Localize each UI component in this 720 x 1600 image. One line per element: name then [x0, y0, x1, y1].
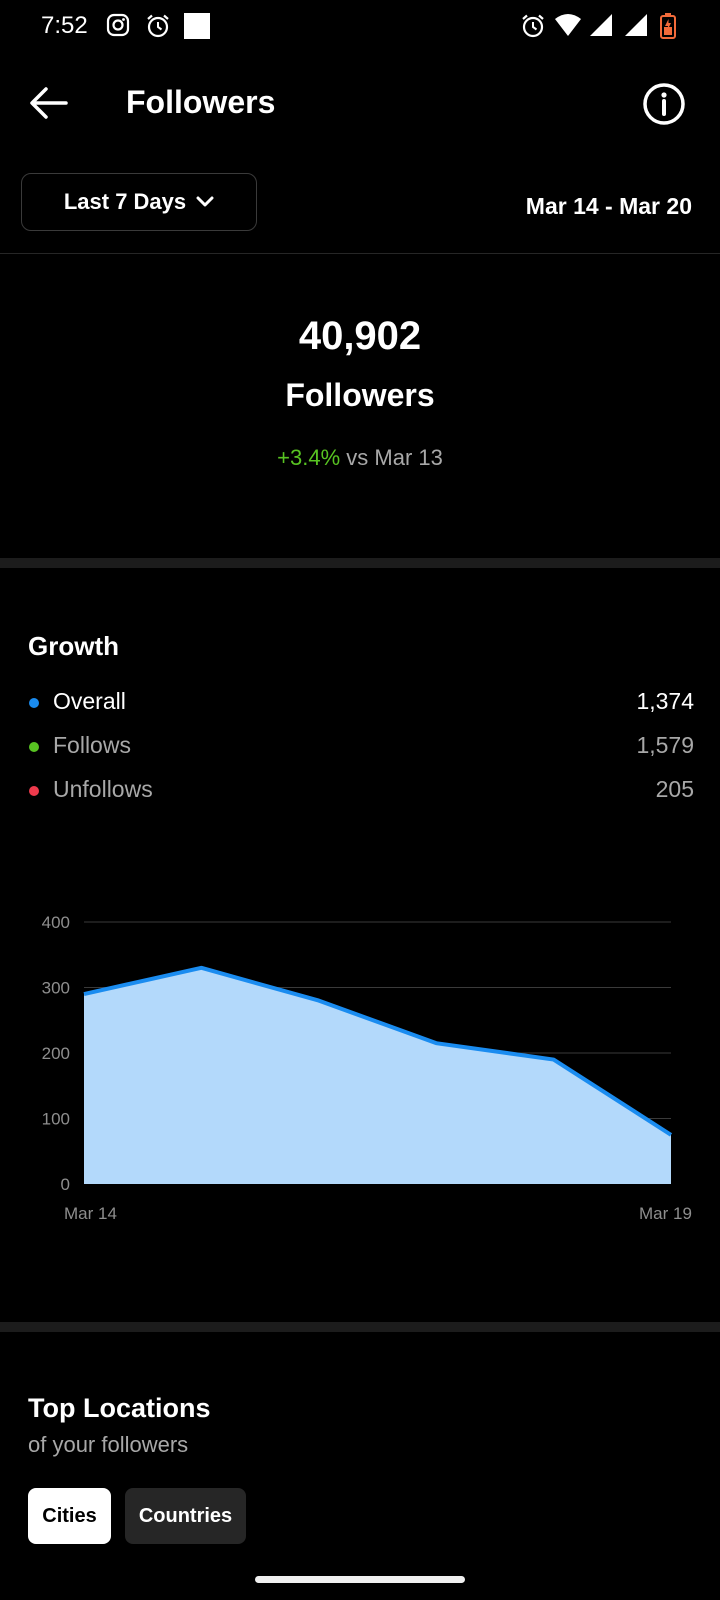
chart-area — [84, 967, 671, 1184]
legend-name: Overall — [53, 688, 126, 714]
y-tick-label: 200 — [42, 1044, 70, 1063]
date-range-text: Mar 14 - Mar 20 — [525, 193, 692, 219]
home-indicator[interactable] — [255, 1576, 465, 1583]
status-bar: 7:52 — [0, 0, 720, 56]
change-comparison: vs Mar 13 — [346, 445, 443, 470]
status-time: 7:52 — [41, 12, 88, 39]
legend-name: Follows — [53, 732, 131, 758]
battery-icon — [660, 13, 676, 39]
section-divider — [0, 558, 720, 568]
legend-item-unfollows: Unfollows 205 — [28, 776, 694, 806]
x-tick-label: Mar 19 — [639, 1204, 692, 1223]
top-locations-title: Top Locations — [28, 1393, 211, 1423]
signal-icon — [590, 14, 612, 36]
legend-item-overall: Overall 1,374 — [28, 688, 694, 718]
info-icon — [643, 83, 685, 125]
growth-title: Growth — [28, 631, 119, 661]
y-tick-label: 300 — [42, 979, 70, 998]
chevron-down-icon — [196, 196, 214, 207]
legend-item-follows: Follows 1,579 — [28, 732, 694, 762]
legend-value: 205 — [655, 776, 694, 802]
info-button[interactable] — [640, 80, 688, 128]
divider — [0, 253, 720, 254]
tab-countries[interactable]: Countries — [125, 1488, 246, 1544]
instagram-icon — [106, 13, 130, 37]
date-range-dropdown-label: Last 7 Days — [63, 189, 187, 214]
legend-dot — [29, 786, 39, 796]
signal-icon — [625, 14, 647, 36]
legend-value: 1,374 — [636, 688, 694, 714]
legend-value: 1,579 — [636, 732, 694, 758]
page-title: Followers — [126, 84, 276, 120]
alarm-icon — [522, 14, 544, 38]
y-tick-label: 100 — [42, 1110, 70, 1129]
back-button[interactable] — [24, 78, 74, 128]
date-range-dropdown[interactable]: Last 7 Days — [21, 173, 257, 231]
alarm-icon — [147, 14, 169, 38]
x-tick-label: Mar 14 — [64, 1204, 117, 1223]
top-locations-subtitle: of your followers — [28, 1432, 189, 1457]
follower-label: Followers — [285, 377, 435, 413]
top-bar: Followers — [0, 60, 720, 146]
wifi-icon — [555, 14, 581, 36]
y-tick-label: 400 — [42, 913, 70, 932]
tab-cities[interactable]: Cities — [28, 1488, 111, 1544]
follower-change: +3.4% vs Mar 13 — [0, 445, 720, 471]
legend-dot — [29, 698, 39, 708]
section-divider — [0, 1322, 720, 1332]
legend-dot — [29, 742, 39, 752]
change-percent: +3.4% — [277, 445, 341, 470]
follower-count: 40,902 — [298, 314, 422, 358]
growth-chart: 400 300 200 100 0 Mar 14 Mar 19 — [42, 913, 692, 1223]
legend-name: Unfollows — [53, 776, 153, 802]
square-notification-icon — [184, 13, 210, 39]
y-tick-label: 0 — [61, 1175, 70, 1194]
chart-line — [83, 965, 673, 1137]
arrow-left-icon — [30, 87, 68, 119]
